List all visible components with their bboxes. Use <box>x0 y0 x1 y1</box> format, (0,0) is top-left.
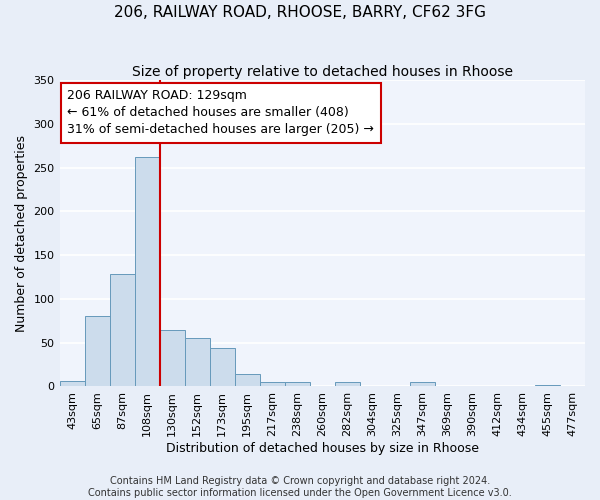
Text: 206 RAILWAY ROAD: 129sqm
← 61% of detached houses are smaller (408)
31% of semi-: 206 RAILWAY ROAD: 129sqm ← 61% of detach… <box>67 90 374 136</box>
Bar <box>260 382 285 386</box>
Bar <box>59 381 85 386</box>
Title: Size of property relative to detached houses in Rhoose: Size of property relative to detached ho… <box>132 65 513 79</box>
Bar <box>535 384 560 386</box>
Y-axis label: Number of detached properties: Number of detached properties <box>15 135 28 332</box>
Bar <box>285 382 310 386</box>
Bar <box>85 316 110 386</box>
Bar <box>185 338 209 386</box>
Bar <box>410 382 435 386</box>
Bar <box>235 374 260 386</box>
Bar <box>209 348 235 387</box>
Bar <box>160 330 185 386</box>
Bar <box>134 157 160 386</box>
Text: Contains HM Land Registry data © Crown copyright and database right 2024.
Contai: Contains HM Land Registry data © Crown c… <box>88 476 512 498</box>
X-axis label: Distribution of detached houses by size in Rhoose: Distribution of detached houses by size … <box>166 442 479 455</box>
Text: 206, RAILWAY ROAD, RHOOSE, BARRY, CF62 3FG: 206, RAILWAY ROAD, RHOOSE, BARRY, CF62 3… <box>114 5 486 20</box>
Bar <box>335 382 360 386</box>
Bar <box>110 274 134 386</box>
